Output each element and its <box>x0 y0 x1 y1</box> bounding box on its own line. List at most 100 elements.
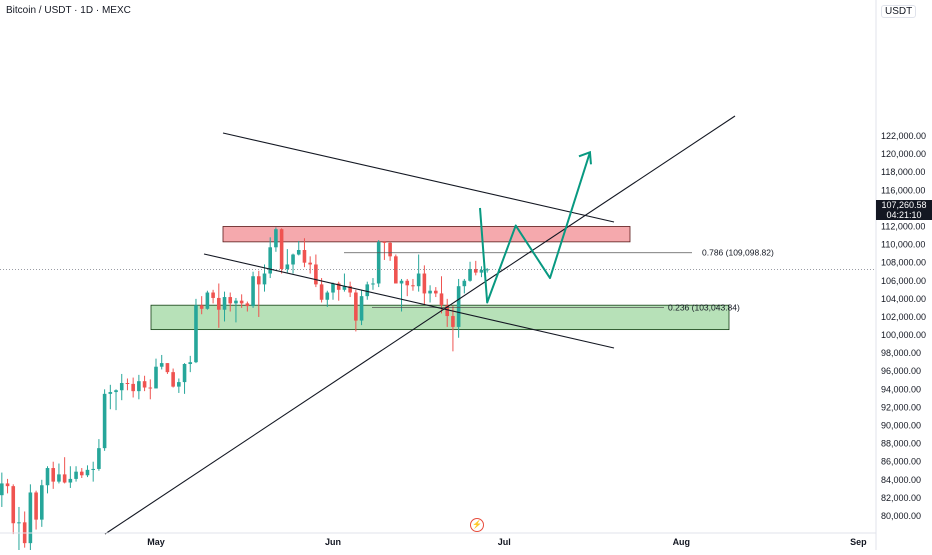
candle-body <box>468 269 472 281</box>
lightning-icon[interactable]: ⚡ <box>470 518 484 532</box>
y-tick-label: 116,000.00 <box>881 185 925 195</box>
y-tick-label: 102,000.00 <box>881 312 926 322</box>
y-tick-label: 94,000.00 <box>881 384 921 394</box>
candle-body <box>388 242 392 257</box>
candle-body <box>451 316 455 327</box>
candle-body <box>268 247 272 274</box>
candle-body <box>405 280 410 286</box>
candle-body <box>45 468 50 486</box>
candle-body <box>399 280 404 284</box>
candle-body <box>28 492 33 544</box>
candle-body <box>5 483 10 487</box>
candle-body <box>485 269 489 271</box>
candle-body <box>205 292 210 309</box>
y-tick-label: 122,000.00 <box>881 131 926 141</box>
projection-path <box>479 151 591 304</box>
candles <box>0 227 489 555</box>
y-tick-label: 118,000.00 <box>881 167 925 177</box>
candle-body <box>102 393 107 449</box>
last-price-tag: 107,260.58 04:21:10 <box>876 200 932 220</box>
resistance-zone <box>222 226 631 243</box>
y-tick-label: 92,000.00 <box>881 402 921 412</box>
candle-body <box>91 468 95 470</box>
candle-body <box>85 469 90 476</box>
y-tick-label: 106,000.00 <box>881 276 926 286</box>
candle-body <box>296 250 301 255</box>
candle-body <box>217 297 221 310</box>
candle-body <box>331 283 335 293</box>
y-tick-label: 120,000.00 <box>881 149 926 159</box>
y-tick-label: 90,000.00 <box>881 421 921 431</box>
candle-body <box>182 364 187 383</box>
candle-body <box>17 522 21 524</box>
x-tick-label: Sep <box>850 537 867 547</box>
support-zone <box>150 304 730 331</box>
candle-body <box>57 474 61 482</box>
candle-body <box>211 292 215 298</box>
candle-body <box>274 229 278 248</box>
candle-body <box>137 381 141 392</box>
candle-body <box>40 485 44 520</box>
zones <box>150 226 730 331</box>
candle-body <box>416 273 421 287</box>
candle-body <box>194 305 198 363</box>
candle-body <box>302 250 307 263</box>
candle-body <box>394 256 398 284</box>
candle-body <box>479 269 484 273</box>
y-tick-label: 84,000.00 <box>881 475 921 485</box>
candle-body <box>462 280 467 287</box>
candle-body <box>433 290 438 294</box>
y-tick-label: 82,000.00 <box>881 493 921 503</box>
candle-body <box>359 296 364 321</box>
candle-body <box>51 468 56 482</box>
candle-body <box>428 290 432 294</box>
candle-body <box>119 383 124 391</box>
candle-body <box>319 284 324 300</box>
candle-body <box>222 297 227 310</box>
ascending-trendline <box>104 115 736 535</box>
candle-body <box>11 486 16 524</box>
y-tick-label: 88,000.00 <box>881 439 921 449</box>
candle-body <box>376 241 381 284</box>
candle-body <box>171 372 175 387</box>
x-tick-label: May <box>147 537 165 547</box>
candle-body <box>68 478 73 483</box>
candle-body <box>445 305 450 317</box>
candle-body <box>177 382 181 387</box>
candle-body <box>336 283 341 290</box>
projection-arrowhead <box>578 150 592 165</box>
x-tick-label: Jul <box>498 537 511 547</box>
candle-body <box>34 492 38 520</box>
candle-body <box>262 273 267 285</box>
candle-body <box>108 392 113 394</box>
candle-body <box>97 448 101 469</box>
candle-body <box>199 305 204 309</box>
x-tick-label: Aug <box>673 537 691 547</box>
fib-label-0786: 0.786 (109,098.82) <box>702 248 774 258</box>
y-tick-label: 86,000.00 <box>881 457 921 467</box>
x-tick-label: Jun <box>325 537 341 547</box>
y-tick-label: 98,000.00 <box>881 348 921 358</box>
candle-body <box>114 390 118 393</box>
candle-body <box>285 264 290 269</box>
currency-badge[interactable]: USDT <box>881 5 917 18</box>
y-tick-label: 96,000.00 <box>881 366 921 376</box>
candle-body <box>0 483 4 496</box>
candle-body <box>165 363 170 373</box>
candle-body <box>354 292 358 321</box>
candle-body <box>456 286 461 327</box>
candle-body <box>131 383 135 392</box>
candle-body <box>148 387 153 389</box>
candle-body <box>239 300 244 304</box>
candle-body <box>291 254 295 265</box>
last-price-value: 107,260.58 <box>881 200 927 210</box>
candle-body <box>365 284 370 297</box>
candle-body <box>382 241 387 243</box>
candle-body <box>159 363 164 367</box>
y-tick-label: 100,000.00 <box>881 330 926 340</box>
symbol-title[interactable]: Bitcoin / USDT · 1D · MEXC <box>6 5 131 16</box>
candle-body <box>256 276 261 285</box>
